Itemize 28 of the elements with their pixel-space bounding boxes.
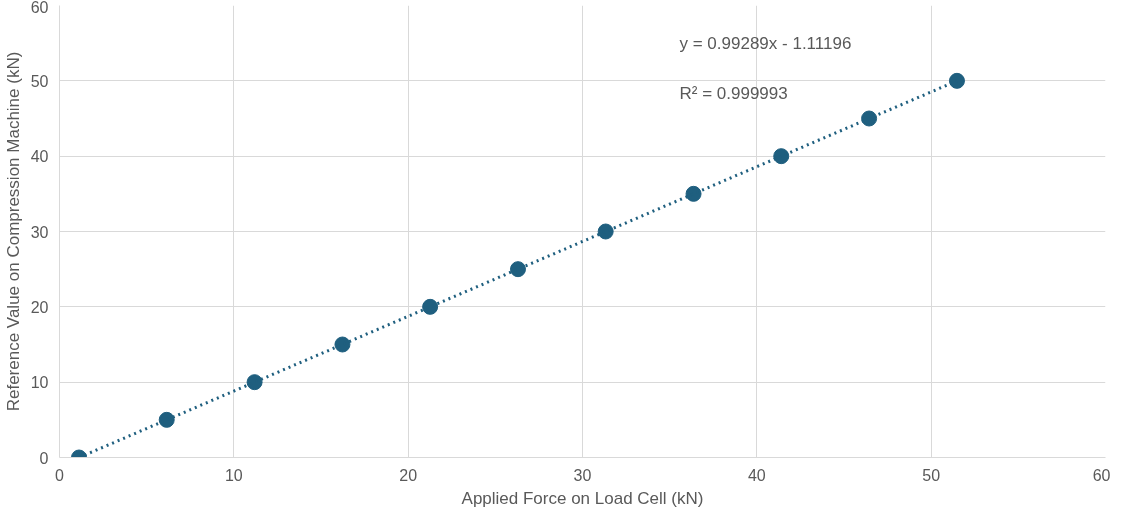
- x-tick-label: 50: [922, 466, 941, 484]
- y-tick-label: 20: [30, 298, 49, 316]
- point: [246, 374, 263, 391]
- point: [597, 223, 614, 240]
- y-tick-label: 50: [30, 72, 49, 90]
- point: [861, 110, 878, 127]
- x-tick-label: 20: [399, 466, 418, 484]
- y-axis-title: Reference Value on Compression Machine (kN): [3, 51, 23, 412]
- point: [334, 336, 351, 353]
- point: [422, 298, 439, 315]
- point: [158, 411, 175, 428]
- y-tick-label: 0: [39, 449, 49, 467]
- x-axis-title: Applied Force on Load Cell (kN): [461, 488, 704, 508]
- x-tick-label: 40: [747, 466, 766, 484]
- x-tick-label: 30: [573, 466, 592, 484]
- x-tick-label: 0: [55, 466, 65, 484]
- x-tick-label: 10: [224, 466, 243, 484]
- x-tick-label: 60: [1092, 466, 1111, 484]
- y-tick-label: 30: [30, 223, 49, 241]
- annotation: y = 0.99289x - 1.11196: [679, 33, 852, 53]
- annotation: R² = 0.999993: [679, 83, 788, 103]
- y-tick-label: 60: [30, 0, 49, 16]
- point: [510, 261, 526, 278]
- point: [773, 148, 790, 165]
- point: [948, 72, 965, 89]
- y-tick-label: 40: [30, 148, 49, 166]
- y-tick-label: 10: [30, 374, 49, 392]
- point: [685, 185, 702, 202]
